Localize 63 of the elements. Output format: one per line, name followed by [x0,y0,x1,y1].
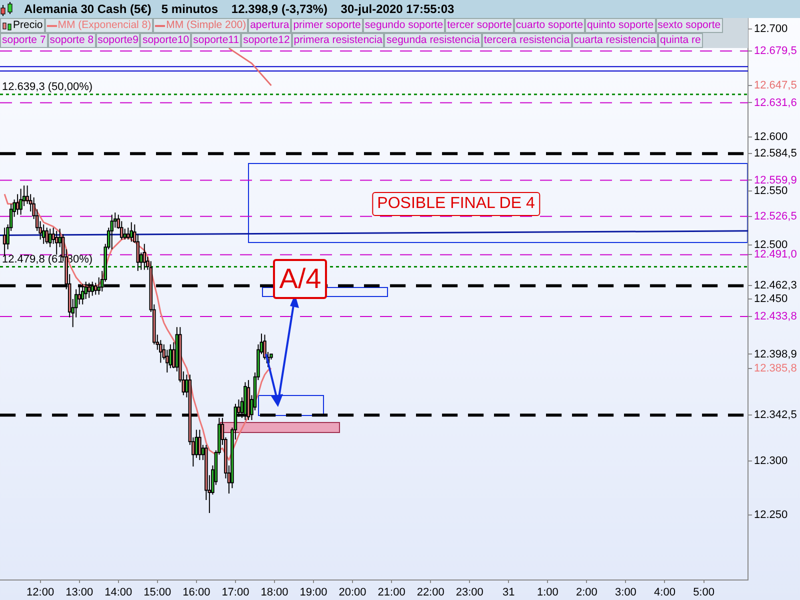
chart-subtitle: 5 minutos 12.398,9 (-3,73%) 30-jul-2020 17:55:03 [161,2,454,16]
annotation: primer soporte [291,18,363,33]
y-tick-label: 12.462,3 [754,280,797,292]
annotation: cuarta resistencia [572,33,658,48]
y-tick-label: 12.250 [754,509,788,522]
x-tick-label: 16:00 [182,586,210,599]
x-tick-label: 19:00 [300,586,328,599]
y-tick-label: 12.700 [754,22,788,35]
annotation: quinta re [658,33,703,48]
x-tick-label: 5:00 [693,586,714,599]
x-tick-label: 23:00 [456,586,484,599]
annotation: soporte11 [191,33,242,48]
y-tick-label: 12.631,6 [754,96,797,109]
annotation: primera resistencia [292,33,384,48]
annotation: sexto soporte [656,18,723,33]
x-tick-label: 13:00 [66,586,94,599]
y-tick-label: 12.300 [754,455,788,468]
annotation: apertura [248,18,292,33]
x-tick-label: 12:00 [26,586,54,599]
x-tick-label: 17:00 [222,586,250,599]
y-tick-label: 12.342,5 [754,409,797,422]
legend-label: MM (Simple 200) [166,19,246,32]
y-tick-label: 12.550 [754,184,788,197]
y-tick-label: 12.491,0 [754,248,797,261]
y-tick-label: 12.559,9 [754,174,797,186]
x-tick-label: 21:00 [378,586,406,599]
x-tick-label: 18:00 [260,586,288,599]
y-tick-label: 12.647,5 [754,80,797,92]
chart-title: Alemania 30 Cash (5€) [24,2,152,16]
annotation: segunda resistencia [384,33,482,48]
x-tick-label: 31 [502,586,515,599]
x-tick-label: 14:00 [104,586,132,599]
annotation: soporte 8 [48,33,96,48]
y-tick-label: 12.679,5 [754,44,797,57]
annotation: cuarto soporte [514,18,586,33]
y-tick-label: 12.600 [754,130,788,143]
x-tick-label: 22:00 [416,586,444,599]
x-tick-label: 15:00 [144,586,172,599]
y-tick-label: 12.584,5 [754,148,797,160]
legend-label: Precio [13,19,43,32]
x-tick-label: 3:00 [615,586,636,599]
y-tick-label: 12.500 [754,238,788,251]
annotation: A/4 [273,259,328,300]
x-tick-label: 2:00 [576,586,598,599]
annotation: soporte10 [140,33,192,48]
y-tick-label: 12.526,5 [754,210,797,222]
annotation: tercera resistencia [482,33,572,48]
y-tick-label: 12.398,9 [754,348,797,360]
annotation: tercer soporte [445,18,514,33]
ref-line-label: 12.639,3 (50,00%) [2,80,93,93]
annotation: quinto soporte [585,18,656,33]
annotation: soporte 7 [0,33,48,48]
x-tick-label: 1:00 [536,586,558,599]
annotation: POSIBLE FINAL DE 4 [372,192,540,216]
legend-label: MM (Exponencial 8) [58,19,152,32]
y-tick-label: 12.450 [754,293,788,306]
x-tick-label: 20:00 [338,586,366,599]
y-tick-label: 12.385,8 [754,362,797,374]
x-tick-label: 4:00 [654,586,676,599]
annotation: soporte12 [241,33,292,48]
annotation: segundo soporte [362,18,446,33]
annotation: soporte9 [96,33,140,48]
y-tick-label: 12.433,8 [754,310,797,323]
